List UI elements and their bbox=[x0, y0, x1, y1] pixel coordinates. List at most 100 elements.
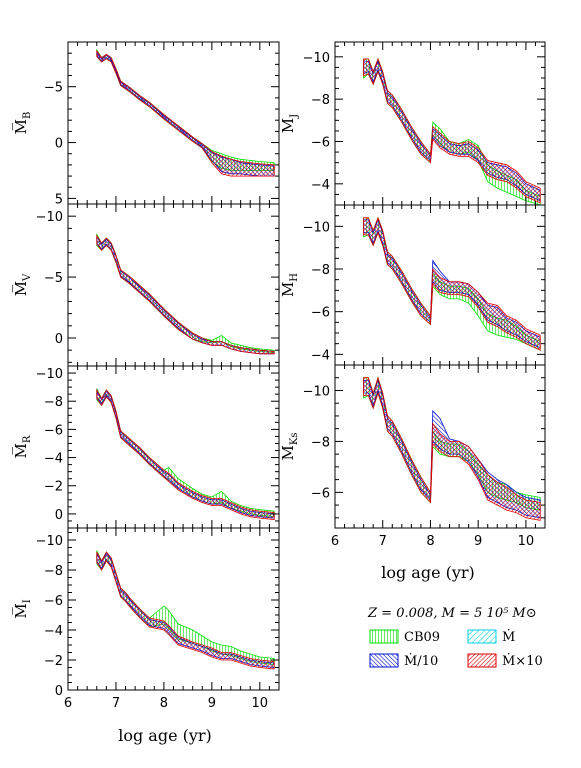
y-tick-label: −10 bbox=[303, 220, 330, 235]
band-B-Ṁ×10 bbox=[96, 49, 275, 177]
x-tick-label: 7 bbox=[379, 534, 387, 549]
band-H-Ṁ×10 bbox=[363, 216, 541, 351]
y-tick-label: 0 bbox=[55, 508, 63, 523]
x-tick-label: 10 bbox=[518, 534, 535, 549]
y-tick-label: −4 bbox=[44, 624, 63, 639]
y-tick-label: −10 bbox=[36, 534, 63, 549]
band-V-Ṁ/10 bbox=[96, 235, 275, 355]
bands-R bbox=[96, 388, 275, 520]
bands-B bbox=[96, 48, 275, 177]
y-tick-label: −2 bbox=[44, 480, 63, 495]
y-axis-label-B: M̅B bbox=[11, 112, 33, 135]
bands-J bbox=[363, 57, 541, 205]
x-axis-title-right: log age (yr) bbox=[381, 563, 475, 582]
y-tick-label: −5 bbox=[44, 81, 63, 96]
panel-H: −4 −6 −8 −10 M̅H bbox=[278, 204, 546, 366]
y-tick-label: −6 bbox=[44, 423, 63, 438]
x-tick-label: 8 bbox=[160, 696, 168, 711]
legend-swatch bbox=[369, 629, 399, 644]
y-tick-label: −8 bbox=[44, 395, 63, 410]
band-R-CB09 bbox=[96, 388, 275, 518]
y-axis-label-I: M̅I bbox=[11, 599, 33, 618]
legend-item: Ṁ×10 bbox=[467, 652, 543, 669]
y-axis-label-J: M̅J bbox=[278, 114, 300, 133]
y-axis-label-sub: B bbox=[22, 112, 33, 119]
y-tick-label: −8 bbox=[311, 435, 330, 450]
y-tick-label: 0 bbox=[55, 137, 63, 152]
bands-H bbox=[363, 216, 541, 351]
panel-R: 0 −2 −4 −6 −8 −10 M̅R bbox=[11, 365, 280, 529]
y-tick-label: −4 bbox=[44, 452, 63, 467]
y-tick-label: −6 bbox=[311, 306, 330, 321]
frame-V bbox=[67, 203, 280, 367]
bands-Ks bbox=[363, 376, 541, 521]
y-tick-label: −10 bbox=[303, 384, 330, 399]
band-R-Ṁ×10 bbox=[96, 388, 275, 520]
y-tick-label: 0 bbox=[55, 684, 63, 699]
y-tick-label: −8 bbox=[311, 263, 330, 278]
legend-label: CB09 bbox=[404, 630, 440, 645]
legend: Z = 0.008, M = 5 10⁵ M⊙ CB09 Ṁ Ṁ/10 Ṁ×10 bbox=[367, 606, 543, 669]
x-tick-label: 6 bbox=[331, 534, 339, 549]
legend-title: Z = 0.008, M = 5 10⁵ M⊙ bbox=[367, 606, 537, 621]
frame-I bbox=[67, 527, 280, 691]
panel-B: 5 0 −5 M̅B bbox=[11, 41, 280, 207]
band-B-CB09 bbox=[96, 48, 275, 171]
bands-I bbox=[96, 550, 275, 670]
panel-I: 6 7 8 9 10 0 −2 −4 −6 −8 −10 M̅I bbox=[11, 527, 280, 711]
y-axis-label-sub: V bbox=[22, 273, 33, 282]
band-I-Ṁ×10 bbox=[96, 551, 275, 670]
x-tick-label: 6 bbox=[64, 696, 72, 711]
x-tick-label: 10 bbox=[252, 696, 269, 711]
panel-J: −4 −6 −8 −10 M̅J bbox=[278, 41, 546, 206]
band-Ks-Ṁ×10 bbox=[363, 376, 541, 521]
legend-swatch bbox=[369, 653, 399, 668]
y-tick-label: −4 bbox=[311, 178, 330, 193]
legend-item: Ṁ bbox=[467, 628, 515, 645]
y-axis-label-sub: Ks bbox=[289, 433, 300, 446]
y-axis-label-V: M̅V bbox=[11, 273, 33, 296]
y-axis-label-main: M̅ bbox=[11, 119, 30, 134]
y-tick-label: −8 bbox=[311, 93, 330, 108]
y-axis-label-main: M̅ bbox=[278, 282, 297, 297]
x-tick-label: 8 bbox=[426, 534, 434, 549]
y-tick-label: −6 bbox=[311, 135, 330, 150]
band-V-Ṁ×10 bbox=[96, 234, 275, 355]
y-axis-label-R: M̅R bbox=[11, 435, 33, 458]
y-tick-label: −8 bbox=[44, 564, 63, 579]
y-axis-label-sub: I bbox=[22, 599, 33, 603]
y-axis-label-Ks: M̅Ks bbox=[278, 433, 300, 461]
y-tick-label: −4 bbox=[311, 348, 330, 363]
legend-label: Ṁ×10 bbox=[502, 652, 543, 669]
bands-V bbox=[96, 232, 275, 355]
legend-items: CB09 Ṁ Ṁ/10 Ṁ×10 bbox=[369, 628, 543, 669]
y-tick-label: −6 bbox=[44, 594, 63, 609]
y-tick-label: −5 bbox=[44, 271, 63, 286]
band-B-Ṁ/10 bbox=[96, 50, 275, 177]
y-tick-label: −10 bbox=[36, 367, 63, 382]
band-R-Ṁ/10 bbox=[96, 389, 275, 519]
panel-V: 0 −5 −10 M̅V bbox=[11, 203, 280, 367]
y-tick-label: 5 bbox=[55, 192, 63, 207]
legend-item: Ṁ/10 bbox=[369, 652, 438, 669]
legend-label: Ṁ/10 bbox=[404, 652, 438, 669]
y-tick-label: −10 bbox=[303, 51, 330, 66]
y-axis-label-H: M̅H bbox=[278, 273, 300, 297]
x-tick-label: 7 bbox=[112, 696, 120, 711]
y-axis-label-sub: R bbox=[22, 435, 33, 443]
y-tick-label: −6 bbox=[311, 486, 330, 501]
legend-swatch bbox=[467, 653, 497, 668]
y-tick-label: −2 bbox=[44, 654, 63, 669]
y-tick-label: −10 bbox=[36, 210, 63, 225]
panels: 50−5M̅B0−5−10M̅V0−2−4−6−8−10M̅R6 7 8 9 100−2… bbox=[11, 41, 546, 711]
legend-swatch bbox=[467, 629, 497, 644]
legend-item: CB09 bbox=[369, 629, 440, 645]
x-axis-title-left: log age (yr) bbox=[118, 726, 212, 745]
y-axis-label-sub: J bbox=[289, 114, 300, 119]
band-J-Ṁ×10 bbox=[363, 57, 541, 204]
y-axis-label-main: M̅ bbox=[278, 118, 297, 133]
panel-Ks: 6 7 8 9 10 −6 −8 −10 M̅Ks bbox=[278, 364, 546, 549]
y-axis-label-main: M̅ bbox=[11, 603, 30, 618]
y-axis-label-sub: H bbox=[289, 273, 300, 282]
